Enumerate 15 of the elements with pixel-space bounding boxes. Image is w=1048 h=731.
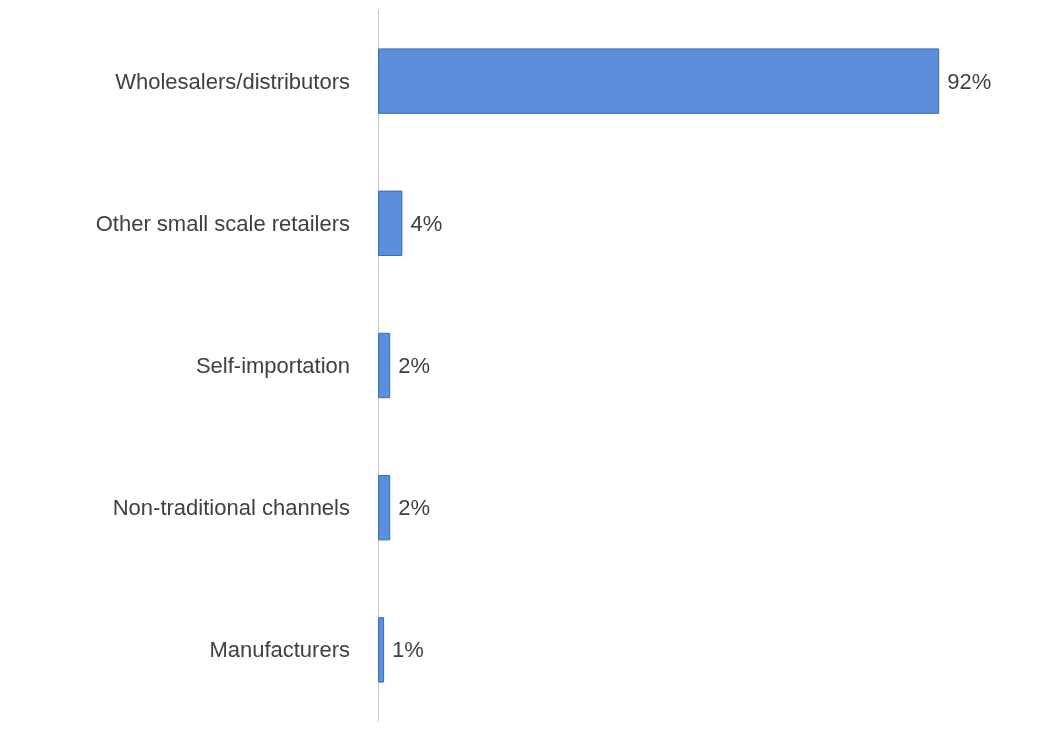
bar <box>378 474 391 541</box>
data-label: 4% <box>410 210 443 236</box>
data-label: 92% <box>947 68 992 94</box>
bar <box>378 332 391 399</box>
y-tick-label: Wholesalers/distributors <box>115 68 350 94</box>
data-label: 2% <box>398 353 430 378</box>
bar <box>378 190 403 257</box>
data-label: 2% <box>398 495 430 521</box>
y-tick-label: Self-importation <box>195 353 350 378</box>
data-label: 1% <box>392 637 424 663</box>
bar <box>378 48 940 114</box>
y-tick-label: Non-traditional channels <box>112 495 350 521</box>
y-tick-label: Other small scale retailers <box>95 210 350 236</box>
bar <box>378 617 385 683</box>
y-tick-label: Manufacturers <box>209 637 350 663</box>
